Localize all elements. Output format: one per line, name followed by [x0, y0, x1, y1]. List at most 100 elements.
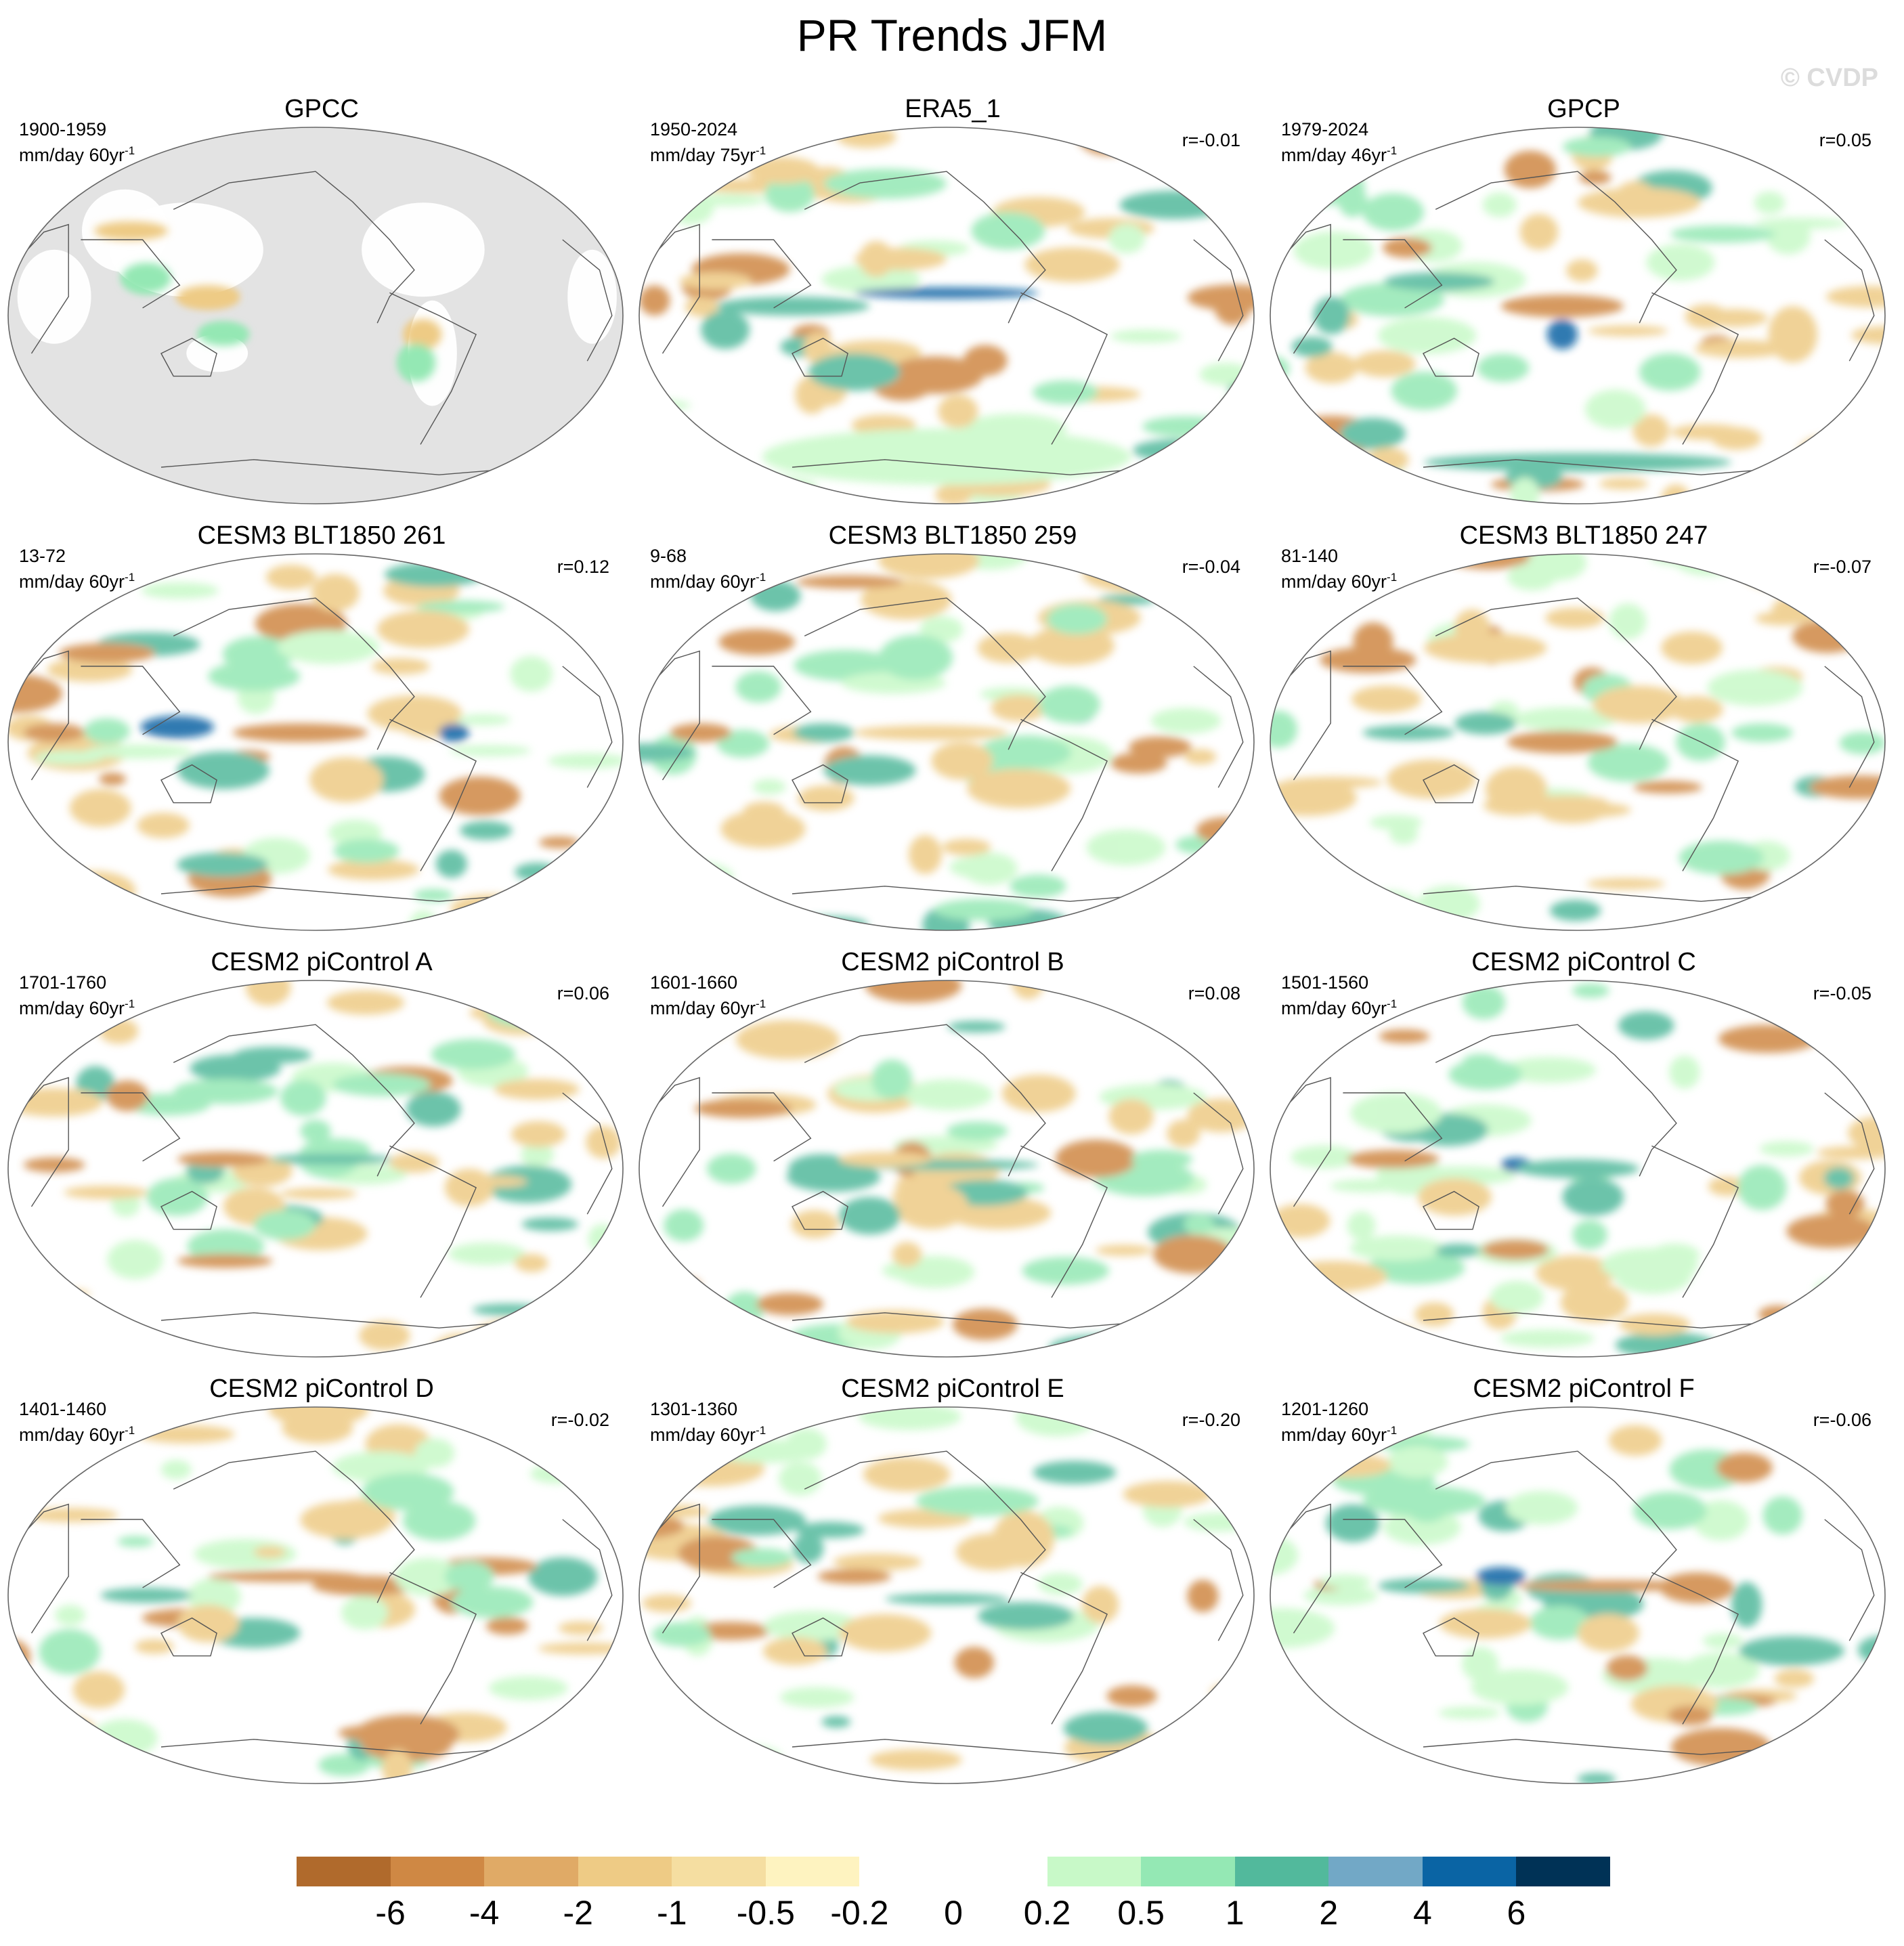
trend-patch	[1199, 413, 1254, 445]
period-label: 1301-1360	[650, 1399, 738, 1419]
period-label: 9-68	[650, 546, 687, 566]
trend-feature	[731, 1548, 793, 1567]
coastline	[1423, 1617, 1479, 1657]
trend-feature	[1507, 731, 1618, 754]
coastline	[1824, 666, 1875, 788]
trend-patch	[869, 1749, 962, 1771]
trend-patch	[253, 1546, 286, 1559]
trend-patch	[137, 813, 190, 838]
trend-feature	[839, 1196, 901, 1235]
trend-feature	[793, 723, 854, 742]
colorbar-swatch	[1047, 1857, 1142, 1886]
trend-patch	[1702, 1633, 1743, 1649]
trend-patch	[1851, 326, 1885, 345]
coastline	[18, 1077, 69, 1207]
trend-patch	[1340, 282, 1445, 317]
trend-feature	[823, 169, 947, 199]
trend-patch	[1500, 1329, 1595, 1348]
trend-patch	[694, 1098, 792, 1119]
units-label: mm/day 60yr-1	[19, 1424, 135, 1445]
trend-patch	[91, 1719, 158, 1757]
trend-patch	[88, 907, 163, 930]
trend-patch	[1024, 247, 1120, 282]
trend-feature	[854, 287, 1039, 299]
trend-patch	[685, 297, 719, 317]
trend-patch	[791, 1210, 838, 1238]
trend-patch	[435, 850, 467, 878]
trend-patch	[871, 1059, 913, 1100]
land-region	[17, 249, 91, 344]
trend-patch	[1108, 223, 1146, 254]
trend-feature	[808, 353, 901, 391]
trend-feature	[1362, 193, 1424, 231]
pattern-correlation: r=0.06	[557, 983, 609, 1003]
coastline	[1824, 1519, 1875, 1641]
figure-title: PR Trends JFM	[796, 10, 1108, 60]
trend-patch	[1217, 870, 1252, 889]
pattern-correlation: r=0.08	[1188, 983, 1240, 1003]
panel-title: CESM2 piControl A	[211, 948, 433, 976]
colorbar-swatch	[1328, 1857, 1423, 1886]
trend-patch	[414, 1438, 455, 1468]
trend-patch	[1839, 731, 1885, 755]
trend-patch	[546, 1009, 623, 1041]
period-label: 1201-1260	[1281, 1399, 1369, 1419]
trend-patch	[1549, 900, 1601, 922]
trend-patch	[1330, 1179, 1405, 1192]
trend-patch	[8, 1702, 74, 1735]
trend-patch	[648, 861, 734, 892]
colorbar-tick-label: -0.5	[736, 1894, 795, 1932]
trend-patch	[84, 718, 130, 744]
trend-patch	[439, 776, 521, 816]
trend-patch	[1716, 1452, 1773, 1483]
units-label: mm/day 60yr-1	[19, 997, 135, 1018]
colorbar-swatch	[1234, 1857, 1329, 1886]
trend-feature	[1737, 1165, 1787, 1211]
coastline	[81, 666, 181, 735]
trend-patch	[642, 1594, 691, 1613]
colorbar-tick-label: -2	[563, 1894, 593, 1932]
trend-feature	[177, 751, 269, 790]
trend-patch	[1670, 1728, 1771, 1767]
trend-feature	[1516, 1580, 1701, 1592]
trend-patch	[137, 1425, 235, 1444]
trend-feature	[1823, 1167, 1855, 1190]
period-label: 1601-1660	[650, 972, 738, 993]
trend-patch	[1707, 669, 1803, 706]
coastline	[1020, 292, 1108, 445]
trend-patch	[1809, 775, 1885, 799]
trend-patch	[1693, 1500, 1750, 1541]
coastline	[792, 459, 1163, 475]
coastline	[562, 1092, 613, 1215]
coastline	[173, 1450, 415, 1603]
trend-patch	[280, 1188, 357, 1200]
map-border	[1270, 127, 1886, 504]
trend-patch	[528, 1557, 598, 1597]
coastline	[712, 239, 812, 309]
trend-patch	[190, 1054, 281, 1083]
trend-patch	[1530, 1605, 1591, 1640]
trend-patch	[394, 1557, 462, 1597]
trend-patch	[1586, 878, 1666, 890]
trend-patch	[280, 1080, 326, 1116]
units-label: mm/day 60yr-1	[650, 571, 766, 592]
trend-patch	[1482, 192, 1517, 217]
trend-patch	[1755, 611, 1812, 626]
robinson-map	[639, 553, 1255, 931]
trend-feature	[208, 1570, 362, 1582]
trend-patch	[1817, 1146, 1885, 1160]
trend-patch	[1503, 1057, 1597, 1083]
trend-patch	[1305, 352, 1358, 384]
trend-patch	[949, 856, 1014, 879]
trend-feature	[23, 1157, 85, 1173]
coastline	[1280, 223, 1331, 354]
trend-patch	[1702, 309, 1768, 327]
trend-patch	[1293, 897, 1351, 917]
trend-patch	[456, 714, 511, 726]
trend-patch	[282, 1412, 353, 1444]
trend-patch	[664, 1209, 704, 1242]
period-label: 1900-1959	[19, 119, 107, 139]
trend-feature	[977, 632, 1039, 664]
trend-patch	[1599, 477, 1649, 490]
period-label: 13-72	[19, 546, 66, 566]
